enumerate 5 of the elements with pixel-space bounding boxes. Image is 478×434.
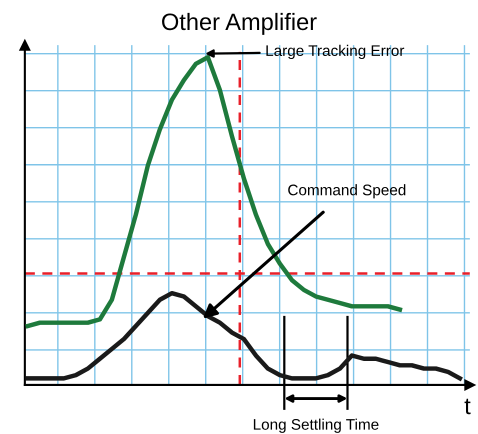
annotation: Command Speed <box>288 184 406 198</box>
x-axis-title: t <box>464 398 471 414</box>
chart-title: Other Amplifier <box>162 12 317 35</box>
annotation: Large Tracking Error <box>266 44 404 60</box>
text: Long Settling Time <box>254 418 378 433</box>
